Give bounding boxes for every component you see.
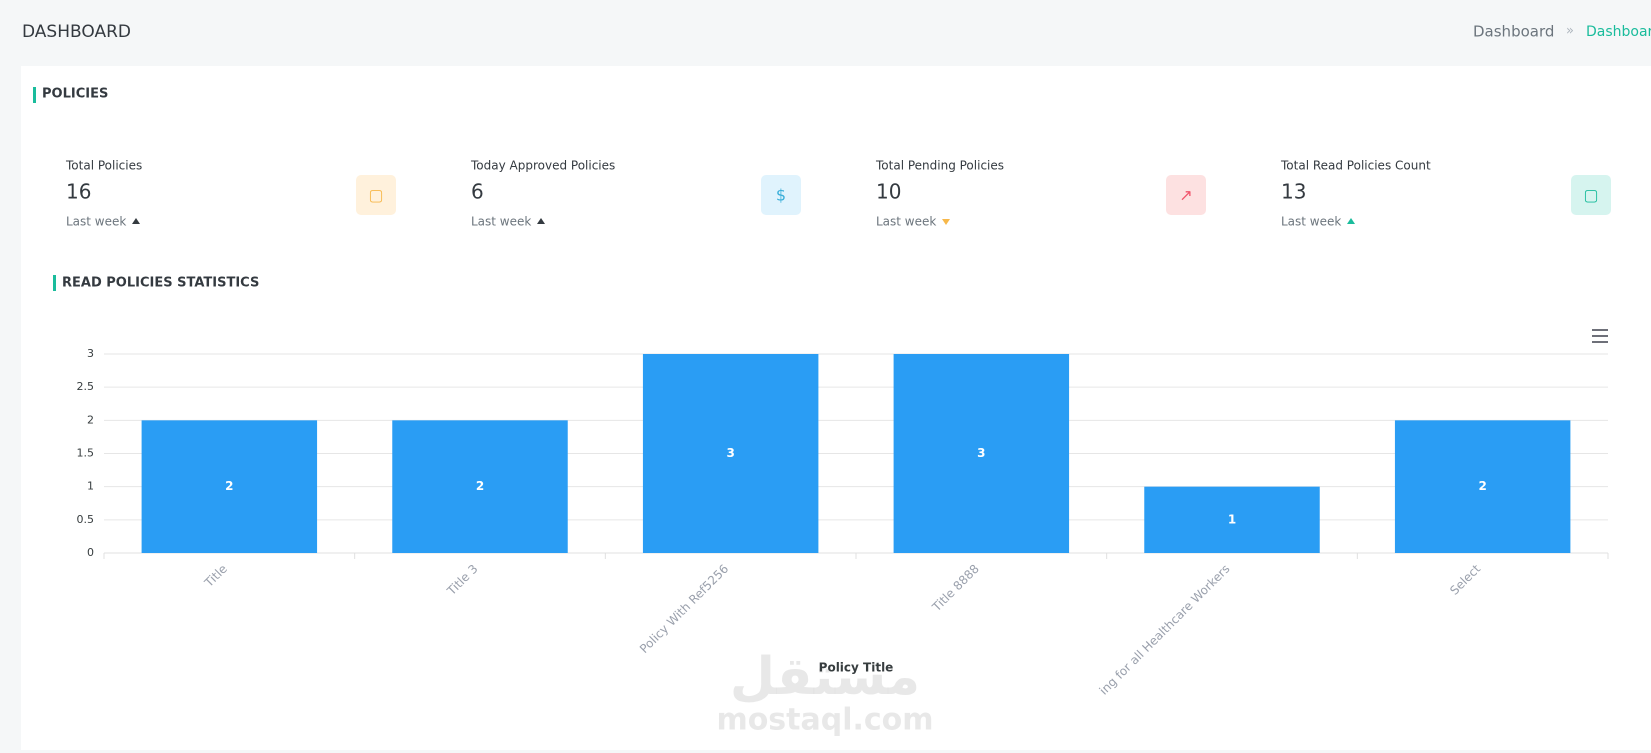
y-tick-label: 1.5 <box>77 447 95 460</box>
trend-arrow <box>1347 218 1355 224</box>
card-label: Total Policies <box>65 159 142 173</box>
card-value: 13 <box>1281 180 1306 204</box>
card-label: Today Approved Policies <box>470 159 615 173</box>
card-value: 16 <box>66 180 91 204</box>
watermark: mostaql.com <box>716 703 933 738</box>
section-title: POLICIES <box>42 87 108 102</box>
cards: Total Policies 16 Last week ▢ Today Approved… <box>65 159 1611 229</box>
menu-line <box>1592 335 1608 337</box>
y-tick-label: 0 <box>87 546 94 559</box>
bar <box>893 354 1070 553</box>
x-axis-title: Policy Title <box>819 661 894 675</box>
card-value: 10 <box>876 180 901 204</box>
data-label: 3 <box>977 446 985 460</box>
chart-menu[interactable] <box>1592 329 1608 343</box>
data-label: 2 <box>476 479 484 493</box>
page-title: DASHBOARD <box>22 22 131 42</box>
chart-title: READ POLICIES STATISTICS <box>62 276 259 291</box>
y-tick-label: 3 <box>87 347 94 360</box>
y-tick-label: 2.5 <box>77 380 95 393</box>
card-value: 6 <box>471 180 484 204</box>
card-icon-glyph: ▢ <box>1583 186 1598 205</box>
card-label: Total Read Policies Count <box>1280 159 1431 173</box>
breadcrumb-separator: » <box>1566 24 1574 39</box>
breadcrumb-item: Dashboard <box>1586 24 1651 40</box>
card-label: Total Pending Policies <box>875 159 1004 173</box>
card-icon <box>1166 175 1206 215</box>
bar <box>141 420 318 553</box>
watermark: مستقل <box>730 647 920 707</box>
bar <box>642 354 819 553</box>
data-label: 3 <box>726 446 734 460</box>
trend-arrow <box>132 218 140 224</box>
y-tick-label: 2 <box>87 413 94 426</box>
card-period: Last week <box>876 215 936 229</box>
card-icon <box>1571 175 1611 215</box>
card-period: Last week <box>1281 215 1341 229</box>
card-icon-glyph: ↗ <box>1179 186 1192 205</box>
card-period: Last week <box>66 215 126 229</box>
card-icon <box>761 175 801 215</box>
bar <box>1394 420 1571 553</box>
breadcrumb-item[interactable]: Dashboard <box>1473 23 1554 41</box>
card-icon-glyph: $ <box>776 186 786 205</box>
bar <box>392 420 568 553</box>
data-label: 2 <box>1478 479 1486 493</box>
bar <box>1144 486 1320 553</box>
menu-line <box>1592 341 1608 343</box>
panel <box>21 66 1651 750</box>
trend-arrow <box>942 219 950 225</box>
y-tick-label: 1 <box>87 480 94 493</box>
section-marker <box>53 275 56 291</box>
card-period: Last week <box>471 215 531 229</box>
data-label: 1 <box>1228 512 1236 526</box>
data-label: 2 <box>225 479 233 493</box>
y-tick-label: 0.5 <box>77 513 95 526</box>
menu-line <box>1592 329 1608 331</box>
card-icon-glyph: ▢ <box>368 186 383 205</box>
card-icon <box>356 175 396 215</box>
trend-arrow <box>537 218 545 224</box>
section-marker <box>33 87 36 103</box>
